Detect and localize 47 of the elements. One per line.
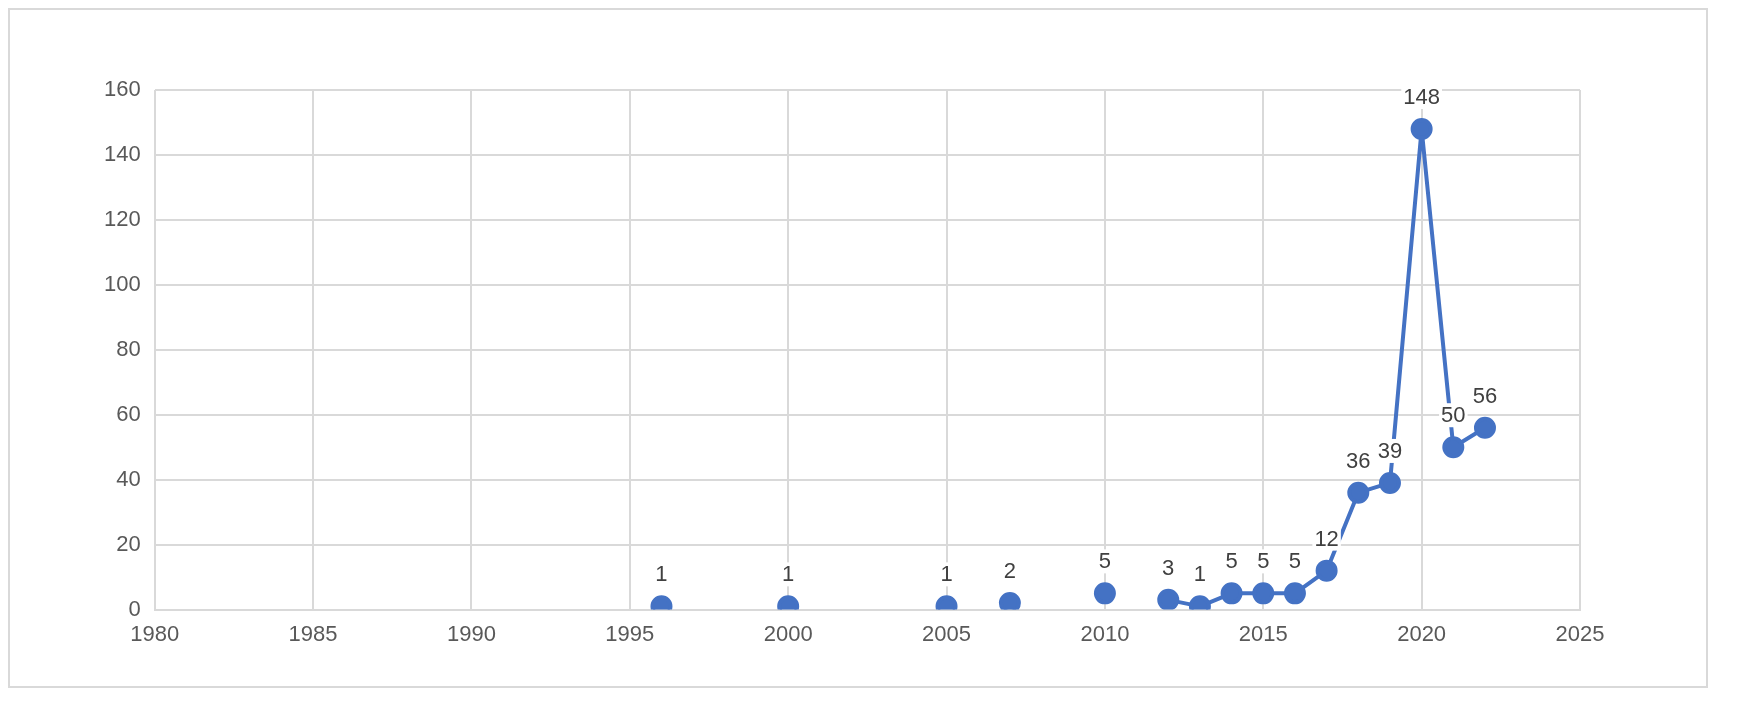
data-label: 36	[1346, 447, 1371, 473]
data-label: 3	[1162, 554, 1175, 580]
point	[1378, 471, 1401, 494]
data-label: 1	[1193, 561, 1207, 587]
data-label: 5	[1288, 548, 1302, 574]
data-label: 1	[782, 561, 795, 587]
point	[1093, 582, 1116, 605]
x-tick-label: 2000	[763, 620, 813, 646]
data-label: 5	[1225, 548, 1238, 574]
x-tick-label: 2005	[922, 620, 972, 646]
point	[1473, 416, 1496, 439]
x-tick-label: 2025	[1555, 620, 1605, 646]
y-tick-label: 20	[116, 530, 141, 556]
y-tick-label: 160	[103, 76, 141, 102]
x-tick-label: 2010	[1080, 620, 1130, 646]
point	[1283, 582, 1306, 605]
x-tick-label: 2015	[1238, 620, 1288, 646]
data-label: 50	[1441, 402, 1466, 428]
y-tick-label: 80	[116, 335, 141, 361]
data-label: 39	[1377, 438, 1403, 464]
point	[1410, 117, 1433, 140]
x-tick-label: 2020	[1397, 620, 1447, 646]
y-tick-label: 40	[116, 465, 141, 491]
point	[1442, 436, 1465, 459]
x-tick-label: 1995	[605, 620, 655, 646]
data-label: 148	[1403, 84, 1440, 110]
data-label: 2	[1003, 558, 1017, 584]
point	[1347, 481, 1370, 504]
x-tick-label: 1985	[288, 620, 338, 646]
data-label: 12	[1314, 525, 1339, 551]
data-label: 5	[1098, 548, 1112, 574]
data-label: 1	[940, 561, 953, 587]
x-tick-label: 1980	[130, 620, 180, 646]
point	[1315, 559, 1338, 582]
point	[1157, 588, 1180, 610]
point	[1220, 582, 1243, 605]
point	[1252, 582, 1275, 605]
data-label: 1	[655, 561, 668, 587]
y-tick-label: 0	[128, 595, 141, 621]
data-label: 5	[1257, 548, 1270, 574]
y-tick-label: 120	[103, 205, 141, 231]
data-label: 56	[1472, 382, 1498, 408]
y-tick-label: 100	[103, 270, 141, 296]
y-tick-label: 60	[116, 400, 141, 426]
x-tick-label: 1990	[446, 620, 496, 646]
point	[998, 592, 1021, 610]
y-tick-label: 140	[103, 141, 141, 167]
